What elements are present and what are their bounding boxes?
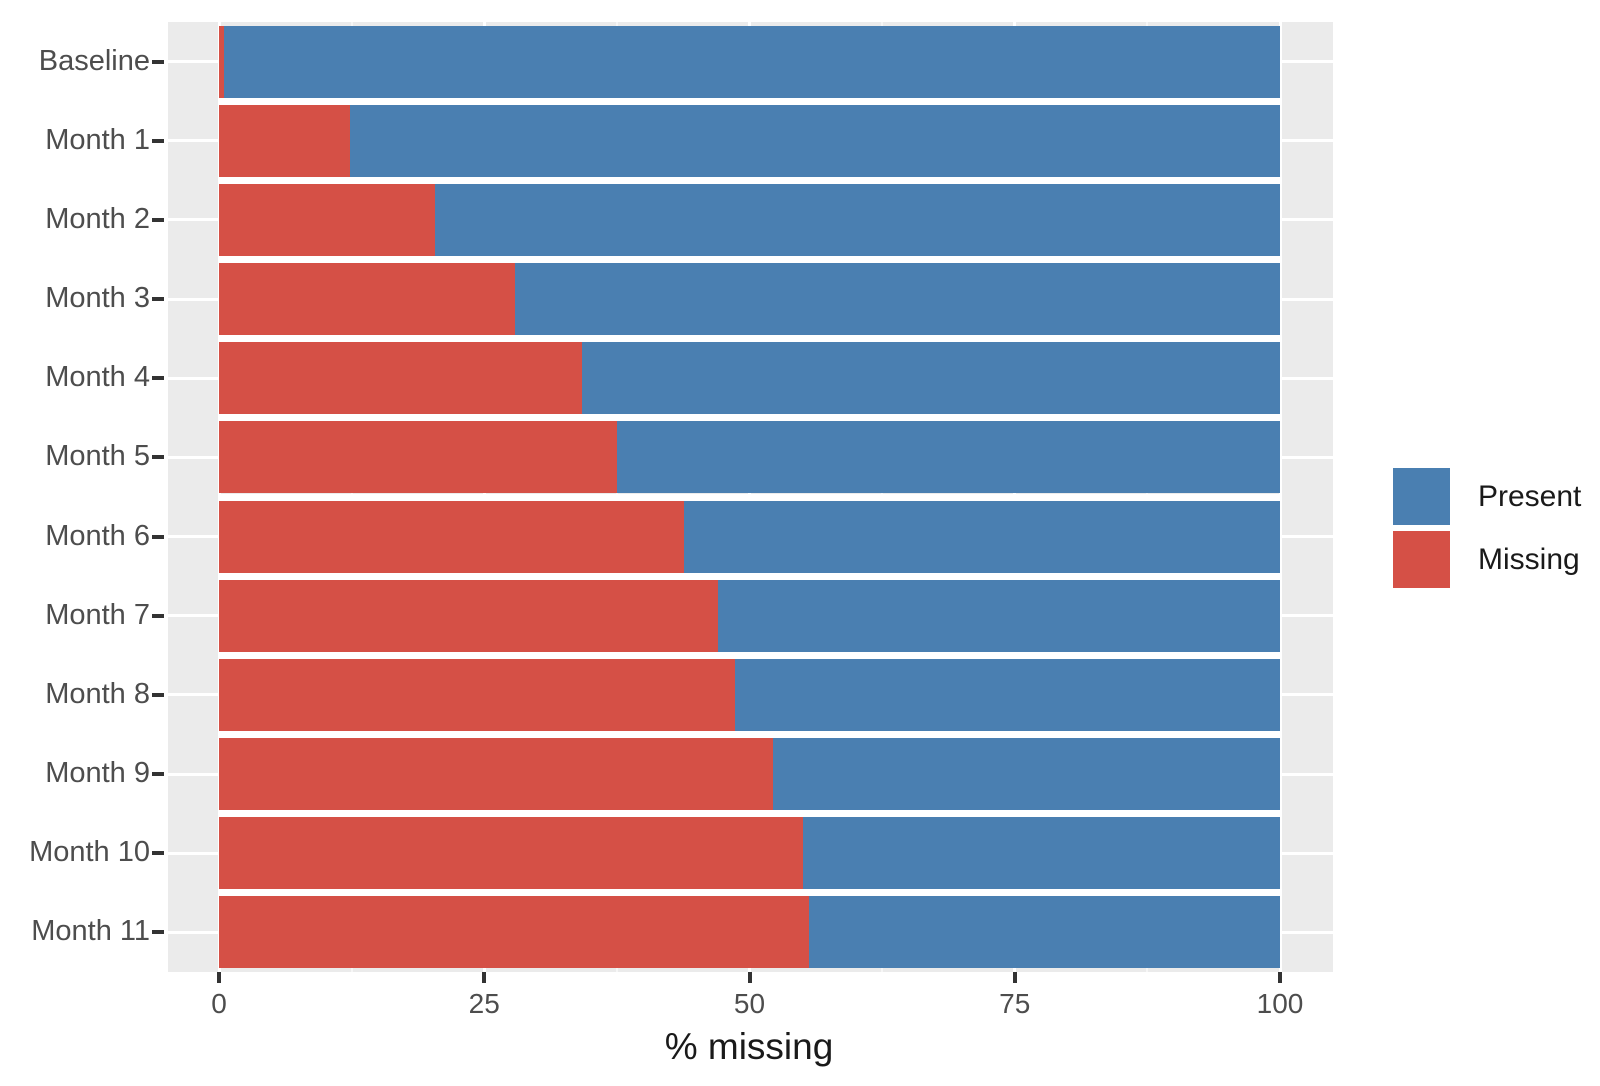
- bar-segment-missing: [219, 817, 803, 890]
- bar-segment-present: [772, 738, 1280, 811]
- bar-gap-stripe: [219, 889, 1280, 897]
- y-tick-mark: [152, 138, 164, 143]
- bar-segment-present: [515, 263, 1280, 336]
- x-tick-label: 0: [211, 988, 227, 1019]
- legend-label-present: Present: [1478, 480, 1582, 513]
- bar-gap-stripe: [219, 335, 1280, 343]
- bar-segment-present: [435, 183, 1280, 256]
- bar-segment-present: [717, 579, 1280, 652]
- y-tick-label: Month 9: [45, 757, 150, 790]
- x-tick-mark: [217, 972, 221, 983]
- bar-gap-stripe: [219, 256, 1280, 263]
- y-tick-label: Month 10: [29, 836, 150, 869]
- y-tick-mark: [152, 851, 164, 856]
- x-tick-label: 50: [733, 988, 766, 1019]
- y-tick-mark: [152, 692, 164, 697]
- y-tick-mark: [152, 772, 164, 777]
- y-tick-label: Month 4: [45, 361, 150, 394]
- bar-segment-missing: [219, 263, 516, 336]
- bar-segment-missing: [219, 342, 582, 415]
- bar-gap-stripe: [219, 493, 1280, 501]
- bar-segment-present: [224, 25, 1280, 98]
- bar-segment-present: [683, 500, 1280, 573]
- bar-segment-missing: [219, 896, 809, 969]
- x-tick-label: 75: [999, 988, 1031, 1019]
- bar-segment-present: [808, 896, 1280, 969]
- bar-gap-stripe: [219, 810, 1280, 818]
- y-tick-mark: [152, 613, 164, 618]
- x-axis-title: % missing: [664, 1026, 834, 1067]
- y-tick-mark: [152, 59, 164, 64]
- y-tick-label: Month 1: [45, 123, 150, 156]
- y-tick-mark: [152, 930, 164, 935]
- x-tick-label: 100: [1256, 988, 1304, 1019]
- y-tick-mark: [152, 455, 164, 460]
- y-tick-mark: [152, 217, 164, 222]
- x-tick-mark: [1278, 972, 1282, 983]
- bar-segment-present: [734, 658, 1280, 731]
- bar-gap-stripe: [219, 176, 1280, 184]
- bar-segment-present: [802, 817, 1280, 890]
- bar-gap-stripe: [219, 731, 1280, 738]
- bar-segment-missing: [219, 579, 718, 652]
- bar-gap-stripe: [219, 97, 1280, 105]
- bar-segment-missing: [219, 421, 617, 494]
- y-tick-label: Month 8: [45, 677, 150, 710]
- y-tick-mark: [152, 297, 164, 302]
- x-tick-mark: [1012, 972, 1017, 983]
- plot-panel: [168, 22, 1333, 972]
- gridline-major-vertical: [1278, 22, 1282, 972]
- legend-key-missing: [1393, 531, 1450, 588]
- y-tick-mark: [152, 376, 164, 381]
- x-tick-label: 25: [468, 988, 500, 1019]
- bar-segment-present: [349, 104, 1280, 177]
- bar-segment-missing: [219, 25, 225, 98]
- bar-segment-missing: [219, 104, 350, 177]
- bar-segment-present: [581, 342, 1280, 415]
- y-tick-label: Month 2: [45, 202, 150, 235]
- bar-gap-stripe: [219, 572, 1280, 580]
- y-tick-label: Month 5: [45, 440, 150, 473]
- legend-label-missing: Missing: [1478, 543, 1580, 576]
- bar-segment-missing: [219, 500, 684, 573]
- bar-gap-stripe: [219, 414, 1280, 422]
- x-tick-mark: [747, 972, 752, 983]
- bar-segment-missing: [219, 738, 773, 811]
- y-tick-label: Month 11: [31, 915, 150, 948]
- bar-gap-stripe: [219, 651, 1280, 659]
- bar-segment-present: [616, 421, 1280, 494]
- bar-segment-missing: [219, 183, 436, 256]
- legend-key-present: [1393, 468, 1450, 525]
- y-tick-mark: [152, 534, 164, 539]
- y-tick-label: Baseline: [38, 44, 150, 77]
- x-tick-mark: [482, 972, 487, 983]
- y-tick-label: Month 3: [45, 282, 150, 315]
- y-tick-label: Month 7: [45, 598, 150, 631]
- y-tick-label: Month 6: [45, 519, 150, 552]
- bar-segment-missing: [219, 658, 735, 731]
